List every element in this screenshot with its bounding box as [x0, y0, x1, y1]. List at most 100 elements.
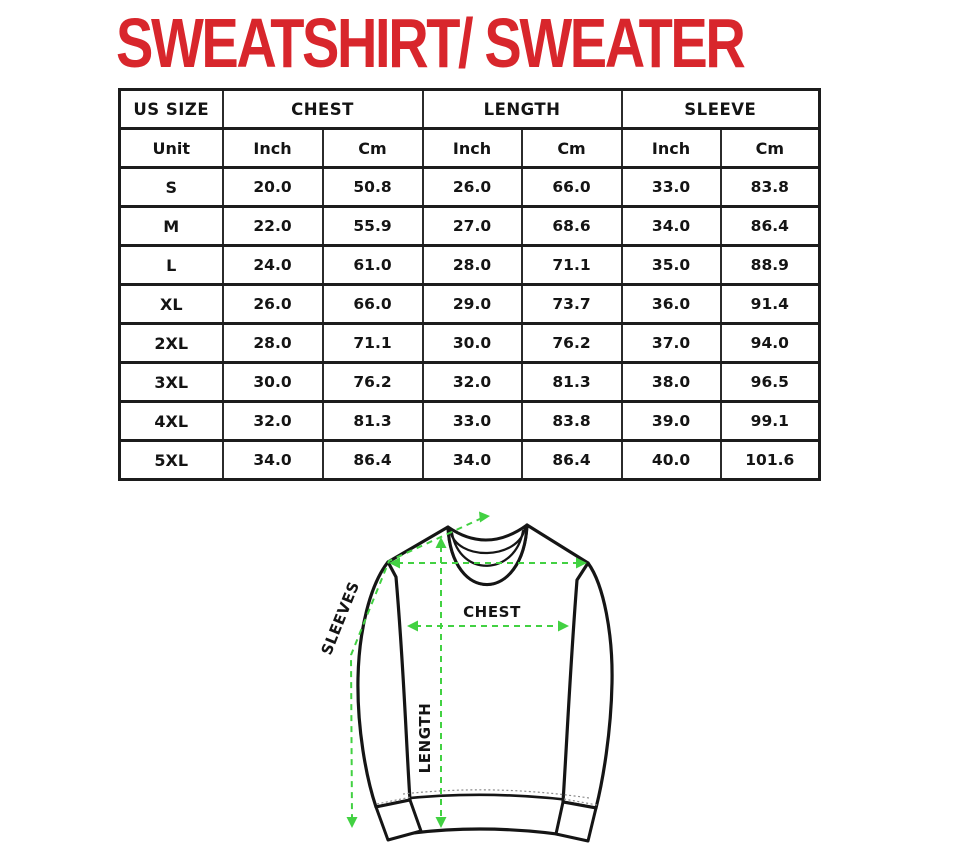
- value-cell: 26.0: [221, 283, 324, 325]
- arrowhead-right: [479, 511, 490, 523]
- value-cell: 28.0: [221, 322, 324, 364]
- arrowhead-right: [558, 620, 569, 632]
- value-cell: 30.0: [421, 322, 523, 364]
- value-cell: 71.1: [520, 244, 623, 286]
- value-cell: 33.0: [620, 166, 722, 208]
- value-cell: 86.4: [719, 205, 821, 247]
- unit-header-row: Unit Inch Cm Inch Cm Inch Cm: [118, 127, 821, 169]
- value-cell: 61.0: [321, 244, 424, 286]
- value-cell: 33.0: [421, 400, 523, 442]
- size-cell: 2XL: [118, 322, 224, 364]
- unit-header-cell: Cm: [321, 127, 424, 169]
- value-cell: 99.1: [719, 400, 821, 442]
- right-cuff: [554, 800, 598, 843]
- value-cell: 88.9: [719, 244, 821, 286]
- value-cell: 34.0: [421, 439, 523, 481]
- table-row: S 20.0 50.8 26.0 66.0 33.0 83.8: [118, 166, 821, 208]
- unit-header-cell: Cm: [520, 127, 623, 169]
- arrowhead-right: [576, 557, 587, 569]
- value-cell: 35.0: [620, 244, 722, 286]
- sleeves-label: SLEEVES: [317, 579, 363, 658]
- page-title: SWEATSHIRT/ SWEATER: [116, 4, 746, 82]
- collar: [446, 523, 529, 586]
- group-header-us-size: US SIZE: [118, 88, 224, 130]
- value-cell: 86.4: [520, 439, 623, 481]
- arrowhead-down: [346, 817, 358, 828]
- value-cell: 26.0: [421, 166, 523, 208]
- value-cell: 101.6: [719, 439, 821, 481]
- group-header-row: US SIZE CHEST LENGTH SLEEVE: [118, 88, 821, 130]
- value-cell: 81.3: [520, 361, 623, 403]
- right-sleeve: [561, 561, 614, 810]
- value-cell: 32.0: [421, 361, 523, 403]
- measurement-diagram: CHEST LENGTH SLEEVES: [288, 488, 718, 858]
- value-cell: 91.4: [719, 283, 821, 325]
- value-cell: 28.0: [421, 244, 523, 286]
- length-label: LENGTH: [416, 703, 434, 774]
- arrowhead-left: [389, 557, 400, 569]
- value-cell: 36.0: [620, 283, 722, 325]
- value-cell: 94.0: [719, 322, 821, 364]
- value-cell: 29.0: [421, 283, 523, 325]
- value-cell: 83.8: [520, 400, 623, 442]
- value-cell: 73.7: [520, 283, 623, 325]
- value-cell: 71.1: [321, 322, 424, 364]
- arrowhead-down: [435, 817, 447, 828]
- value-cell: 38.0: [620, 361, 722, 403]
- arrowhead-left: [407, 620, 418, 632]
- value-cell: 34.0: [221, 439, 324, 481]
- value-cell: 27.0: [421, 205, 523, 247]
- value-cell: 50.8: [321, 166, 424, 208]
- value-cell: 39.0: [620, 400, 722, 442]
- value-cell: 20.0: [221, 166, 324, 208]
- collar-rib-line: [450, 529, 525, 567]
- left-cuff: [374, 798, 423, 842]
- unit-header-cell: Cm: [719, 127, 821, 169]
- group-header-sleeve: SLEEVE: [620, 88, 821, 130]
- left-cuff-stitch-line: [376, 796, 412, 805]
- size-cell: S: [118, 166, 224, 208]
- value-cell: 83.8: [719, 166, 821, 208]
- value-cell: 81.3: [321, 400, 424, 442]
- table-row: 2XL 28.0 71.1 30.0 76.2 37.0 94.0: [118, 322, 821, 364]
- arrowhead-up: [435, 537, 447, 548]
- value-cell: 66.0: [321, 283, 424, 325]
- value-cell: 76.2: [321, 361, 424, 403]
- table-row: XL 26.0 66.0 29.0 73.7 36.0 91.4: [118, 283, 821, 325]
- value-cell: 40.0: [620, 439, 722, 481]
- value-cell: 96.5: [719, 361, 821, 403]
- size-cell: 3XL: [118, 361, 224, 403]
- size-table: US SIZE CHEST LENGTH SLEEVE Unit Inch Cm…: [118, 88, 822, 481]
- size-cell: M: [118, 205, 224, 247]
- value-cell: 55.9: [321, 205, 424, 247]
- unit-header-cell: Inch: [620, 127, 722, 169]
- group-header-chest: CHEST: [221, 88, 424, 130]
- value-cell: 86.4: [321, 439, 424, 481]
- value-cell: 34.0: [620, 205, 722, 247]
- unit-header-cell: Unit: [118, 127, 224, 169]
- unit-header-cell: Inch: [421, 127, 523, 169]
- table-row: L 24.0 61.0 28.0 71.1 35.0 88.9: [118, 244, 821, 286]
- table-row: 4XL 32.0 81.3 33.0 83.8 39.0 99.1: [118, 400, 821, 442]
- sweatshirt-diagram-svg: CHEST LENGTH SLEEVES: [317, 511, 614, 843]
- value-cell: 30.0: [221, 361, 324, 403]
- table-row: M 22.0 55.9 27.0 68.6 34.0 86.4: [118, 205, 821, 247]
- value-cell: 66.0: [520, 166, 623, 208]
- value-cell: 22.0: [221, 205, 324, 247]
- value-cell: 76.2: [520, 322, 623, 364]
- chest-label: CHEST: [463, 603, 521, 621]
- value-cell: 24.0: [221, 244, 324, 286]
- size-cell: XL: [118, 283, 224, 325]
- collar-rib-line: [448, 526, 527, 555]
- size-cell: 5XL: [118, 439, 224, 481]
- right-cuff-stitch-line: [563, 798, 598, 806]
- value-cell: 37.0: [620, 322, 722, 364]
- group-header-length: LENGTH: [421, 88, 623, 130]
- unit-header-cell: Inch: [221, 127, 324, 169]
- value-cell: 68.6: [520, 205, 623, 247]
- size-cell: 4XL: [118, 400, 224, 442]
- size-cell: L: [118, 244, 224, 286]
- value-cell: 32.0: [221, 400, 324, 442]
- table-row: 3XL 30.0 76.2 32.0 81.3 38.0 96.5: [118, 361, 821, 403]
